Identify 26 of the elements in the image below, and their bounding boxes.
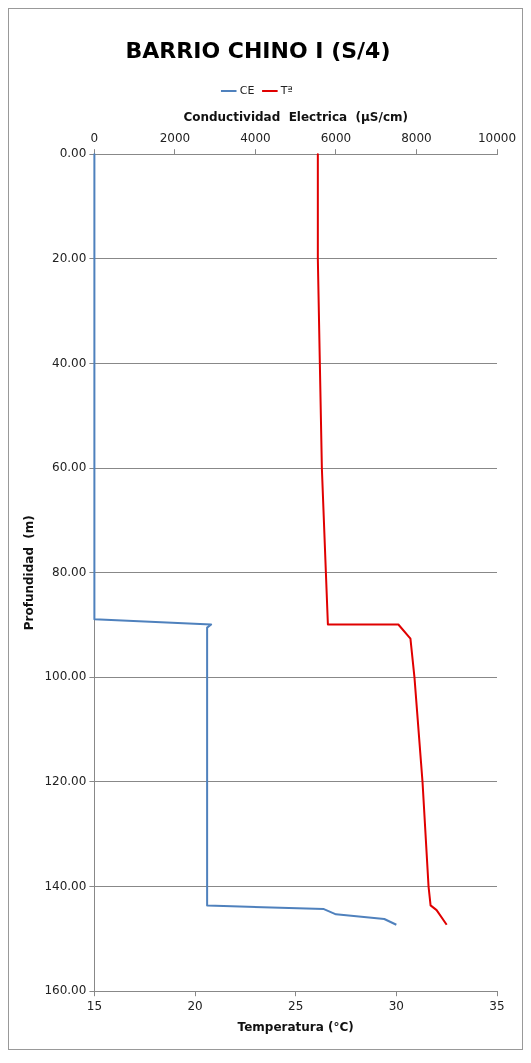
y-tick-label: 60.00 — [52, 460, 87, 475]
legend-label: CE — [239, 83, 255, 97]
x-axis-title: Temperatura (°C) — [237, 1019, 354, 1034]
chart-title: BARRIO CHINO I (S/4) — [125, 37, 391, 63]
y-tick-label: 0.00 — [59, 146, 87, 161]
x2-tick-label: 8000 — [401, 131, 432, 146]
x2-axis-title: Conductividad Electrica (µS/cm) — [183, 109, 408, 124]
x2-tick-label: 10000 — [477, 131, 517, 146]
x2-tick-label: 0 — [90, 131, 99, 146]
y-tick-label: 160.00 — [44, 983, 87, 998]
y-tick-label: 120.00 — [44, 774, 87, 789]
x-tick-label: 15 — [86, 998, 103, 1013]
y-tick-label: 80.00 — [52, 564, 87, 579]
y-tick-label: 20.00 — [52, 250, 87, 265]
x-tick-label: 35 — [489, 998, 505, 1013]
y-axis-title: Profundidad (m) — [22, 515, 37, 631]
x-tick-label: 25 — [288, 998, 304, 1013]
x2-tick-label: 2000 — [159, 131, 191, 146]
y-tick-label: 140.00 — [44, 878, 87, 893]
x-tick-label: 20 — [187, 998, 203, 1013]
legend-label: Tª — [279, 83, 293, 97]
x-tick-label: 30 — [388, 998, 404, 1013]
y-tick-label: 100.00 — [44, 669, 87, 684]
x2-tick-label: 4000 — [240, 131, 271, 146]
y-tick-label: 40.00 — [52, 355, 87, 370]
x2-tick-label: 6000 — [320, 131, 352, 146]
